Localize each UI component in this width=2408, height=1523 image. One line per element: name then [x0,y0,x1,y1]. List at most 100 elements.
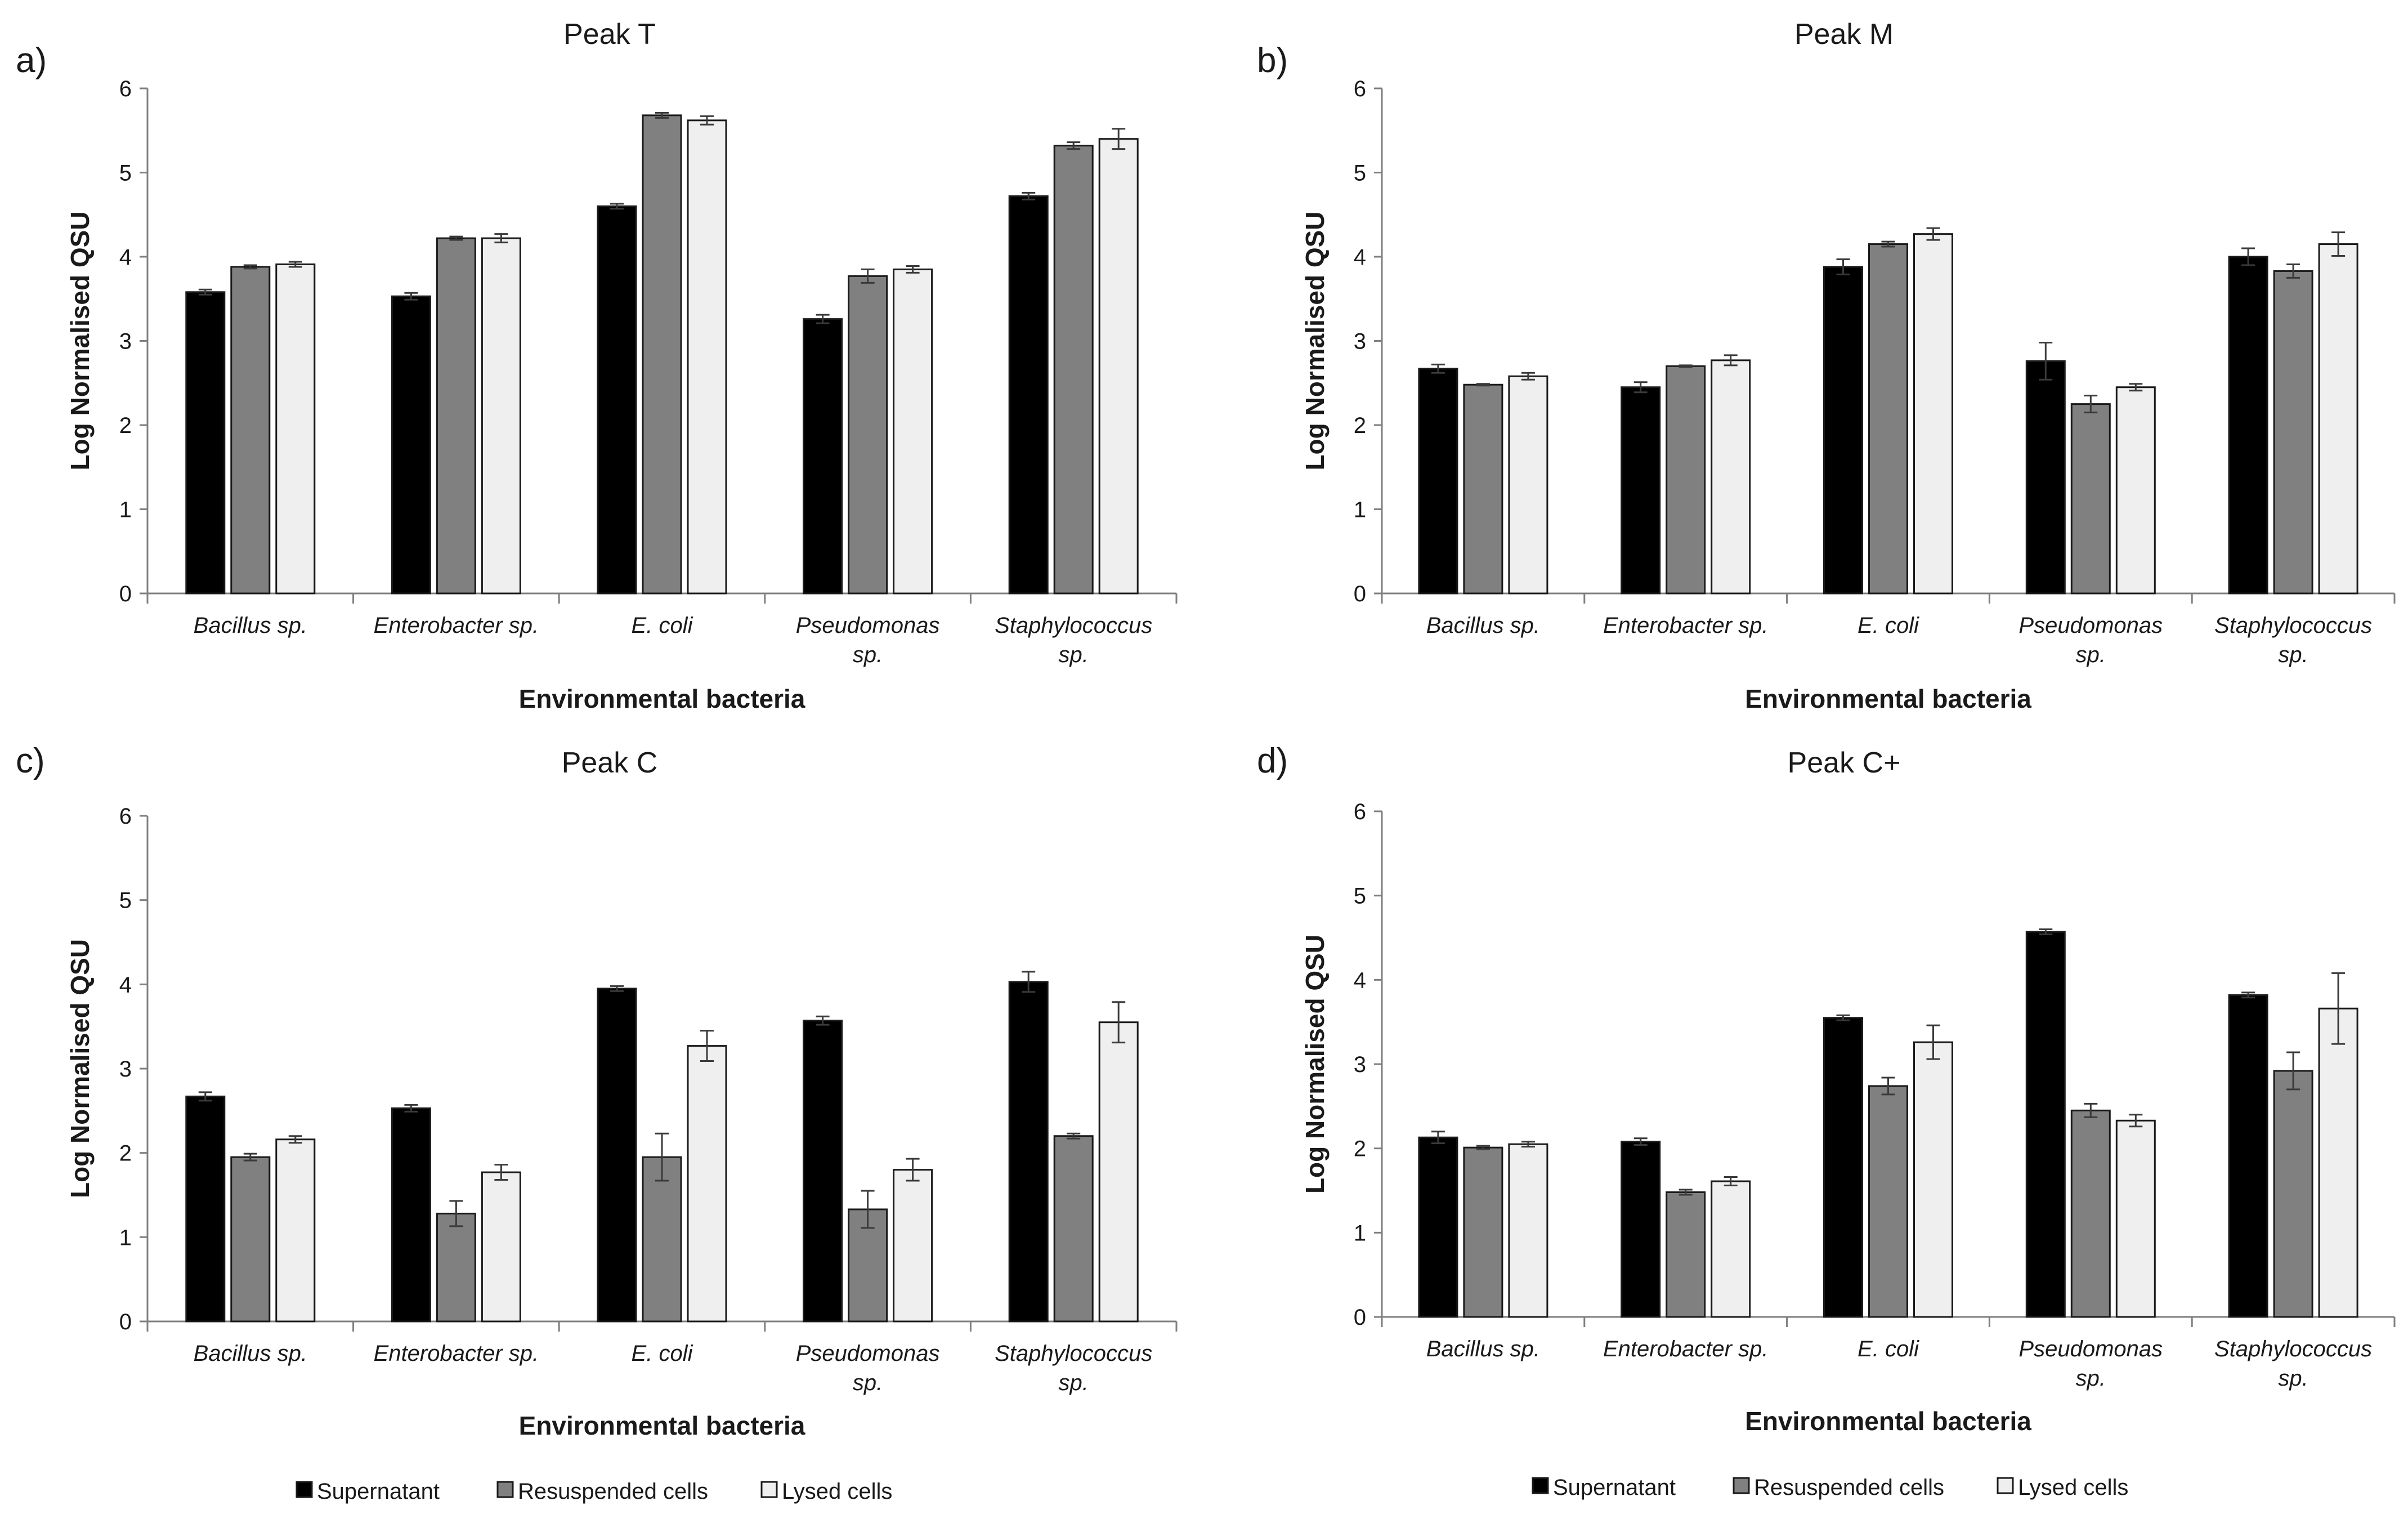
panel-c-bar-resuspended-cells [642,1156,682,1323]
panel-d-bar-lysed-cells [2115,1119,2156,1318]
panel-c-x-tick-label: sp. [853,1370,883,1395]
panel-b-bar-lysed-cells [2115,386,2156,595]
panel-c-y-tick-label: 4 [119,972,132,997]
panel-d-bar-supernatant [2228,994,2268,1318]
panel-a-x-tick-label: E. coli [632,613,693,638]
panel-a-y-tick-label: 3 [119,329,132,354]
panel-d-y-tick-label: 6 [1354,800,1366,824]
panel-b-y-axis-label: Log Normalised QSU [1300,211,1330,470]
legend-1: Supernatant Resuspended cells Lysed cells [296,1479,892,1504]
panel-b-x-tick-label: Pseudomonas [2018,613,2163,638]
panel-d-bar-lysed-cells [1913,1041,1953,1318]
panel-d-bar-lysed-cells [2318,1007,2358,1318]
panel-b-y-tick-label: 1 [1354,498,1366,522]
panel-c-chart: c) Peak C 0 1 2 3 4 5 6 Log Normalised QSU Bacillu… [16,742,1178,1440]
legend-label-resuspended-cells: Resuspended cells [518,1479,708,1504]
panel-b-title: Peak M [1794,18,1894,51]
panel-d-letter: d) [1257,742,1288,780]
panel-c-y-tick-label: 0 [119,1310,132,1334]
panel-d-x-tick-label: sp. [2278,1366,2308,1391]
panel-d-x-tick-label: Enterobacter sp. [1603,1337,1769,1361]
panel-d-x-tick-label: sp. [2076,1366,2106,1391]
panel-c-y-axis-label: Log Normalised QSU [65,939,95,1198]
panel-d-bar-lysed-cells [1508,1143,1548,1318]
legend-swatch-resuspended-cells [496,1481,514,1498]
panel-a-bar-lysed-cells [893,268,933,595]
panel-d-bar-supernatant [1823,1017,1863,1318]
panel-d-x-tick-label: Pseudomonas [2018,1337,2163,1361]
panel-c-bar-supernatant [597,988,637,1323]
panel-b-bar-lysed-cells [1508,375,1548,595]
panel-a-y-axis-label: Log Normalised QSU [65,211,95,470]
panel-c-bar-supernatant [391,1107,431,1323]
panel-a-x-tick-label: Staphylococcus [995,613,1152,638]
panel-c-y-tick-label: 5 [119,888,132,913]
panel-a-y-tick-label: 2 [119,413,132,438]
panel-c-x-tick-label: Pseudomonas [796,1341,940,1366]
panel-b-y-tick-label: 3 [1354,329,1366,354]
panel-b-bar-supernatant [1418,368,1458,595]
panel-d-x-tick-label: E. coli [1858,1337,1919,1361]
panel-d-bar-resuspended-cells [1463,1146,1503,1318]
panel-a-bar-supernatant [597,205,637,595]
panel-c-bar-lysed-cells [275,1138,316,1323]
panel-b-bar-resuspended-cells [1463,383,1503,595]
panel-b-bar-lysed-cells [2318,243,2358,595]
legend-swatch-supernatant [1532,1477,1549,1494]
panel-c-y-tick-label: 3 [119,1057,132,1082]
panel-b-bar-resuspended-cells [1868,243,1908,595]
legend-2: Supernatant Resuspended cells Lysed cells [1532,1475,2128,1500]
legend-swatch-supernatant [296,1481,313,1498]
panel-d-bar-supernatant [1621,1141,1661,1318]
panel-b-bar-supernatant [2228,256,2268,595]
panel-a-bar-supernatant [1008,195,1049,595]
panel-d-y-tick-label: 0 [1354,1305,1366,1330]
panel-c-bar-resuspended-cells [436,1212,476,1323]
panel-a-bar-lysed-cells [1098,138,1139,595]
panel-c-bar-lysed-cells [687,1045,727,1323]
panel-a-bar-supernatant [391,295,431,595]
legend-label-lysed-cells: Lysed cells [782,1479,892,1504]
panel-b-y-tick-label: 0 [1354,582,1366,606]
panel-d-bar-resuspended-cells [1868,1085,1908,1318]
panel-d-bar-resuspended-cells [2273,1070,2313,1318]
panel-b-x-tick-label: E. coli [1858,613,1919,638]
panel-d-bar-supernatant [2025,931,2066,1318]
legend-label-supernatant: Supernatant [317,1479,440,1504]
panel-a-y-tick-label: 5 [119,161,132,186]
panel-d-x-axis-label: Environmental bacteria [1745,1406,2031,1436]
panel-d-bar-resuspended-cells [1666,1191,1706,1318]
panel-a-bar-resuspended-cells [642,114,682,595]
panel-a-bar-resuspended-cells [436,237,476,595]
panel-a-title: Peak T [563,18,656,51]
panel-b-y-tick-label: 2 [1354,413,1366,438]
panel-d-y-tick-label: 2 [1354,1137,1366,1162]
panel-a-bar-supernatant [803,318,843,595]
panel-b-bar-lysed-cells [1711,359,1751,595]
panel-c-y-tick-label: 2 [119,1141,132,1166]
panel-c-x-tick-label: Staphylococcus [995,1341,1152,1366]
panel-c-x-axis-label: Environmental bacteria [519,1411,805,1440]
panel-b-x-tick-label: Staphylococcus [2214,613,2372,638]
panel-d-y-tick-label: 3 [1354,1052,1366,1077]
panel-d-y-tick-label: 4 [1354,968,1366,993]
legend-label-resuspended-cells: Resuspended cells [1754,1475,1944,1500]
panel-a-bar-lysed-cells [687,119,727,595]
panel-d-chart: d) Peak C+ 0 1 2 3 4 5 6 Log Normalised QSU Bacill… [1257,742,2396,1436]
panel-a-x-tick-label: Bacillus sp. [194,613,307,638]
panel-c-y-tick-label: 1 [119,1225,132,1250]
panel-c-bar-supernatant [185,1095,226,1323]
panel-a-chart: a) Peak T 0 1 2 3 4 5 6 Log Normalised QSU Bacillu… [16,18,1178,713]
panel-b-x-axis-label: Environmental bacteria [1745,684,2031,713]
panel-c-x-tick-label: sp. [1059,1370,1089,1395]
panel-b-x-tick-label: Enterobacter sp. [1603,613,1769,638]
panel-a-x-axis-label: Environmental bacteria [519,684,805,713]
panel-c-bar-resuspended-cells [1053,1135,1094,1323]
legend-label-lysed-cells: Lysed cells [2018,1475,2128,1500]
panel-c-bar-supernatant [803,1020,843,1323]
panel-d-y-axis-label: Log Normalised QSU [1300,935,1330,1194]
legend-swatch-lysed-cells [1997,1477,2014,1494]
panel-b-bar-resuspended-cells [1666,365,1706,595]
panel-b-bar-resuspended-cells [2070,403,2111,595]
